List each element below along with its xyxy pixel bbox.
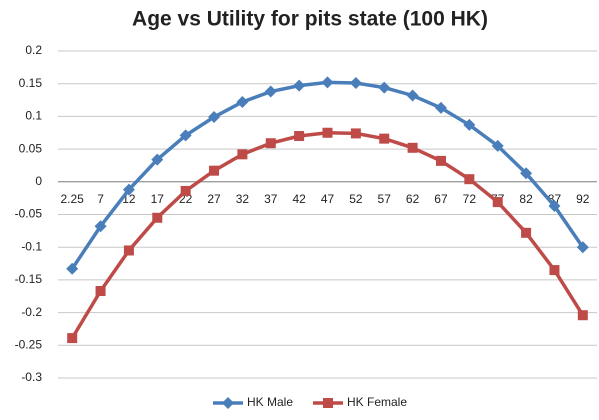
legend-marker xyxy=(222,397,234,409)
y-tick-label: -0.1 xyxy=(21,239,42,253)
x-tick-label: 57 xyxy=(378,192,392,206)
point-marker xyxy=(95,286,106,297)
point-marker xyxy=(293,79,306,92)
point-marker xyxy=(349,77,362,90)
point-marker xyxy=(294,131,305,142)
point-marker xyxy=(151,153,164,166)
y-tick-label: 0 xyxy=(35,174,42,188)
x-tick-label: 42 xyxy=(292,192,306,206)
point-marker xyxy=(179,129,192,142)
point-marker xyxy=(407,142,418,153)
point-marker xyxy=(549,265,560,276)
x-tick-label: 7 xyxy=(97,192,104,206)
point-marker xyxy=(237,149,248,160)
point-marker xyxy=(464,174,475,185)
x-tick-label: 37 xyxy=(264,192,278,206)
point-marker xyxy=(379,133,390,144)
point-marker xyxy=(322,127,333,138)
point-marker xyxy=(406,89,419,102)
point-marker xyxy=(123,245,134,256)
x-tick-label: 27 xyxy=(207,192,221,206)
point-marker xyxy=(463,118,476,131)
series-line xyxy=(70,80,585,270)
point-marker xyxy=(548,199,561,212)
point-marker xyxy=(577,310,588,321)
x-tick-label: 17 xyxy=(151,192,165,206)
x-tick-label: 92 xyxy=(576,192,590,206)
y-tick-label: 0.15 xyxy=(19,76,43,90)
point-marker xyxy=(521,227,532,238)
point-marker xyxy=(152,212,163,223)
point-marker xyxy=(576,241,589,254)
point-marker xyxy=(236,96,249,109)
series-line xyxy=(70,130,585,340)
point-marker xyxy=(434,101,447,114)
y-tick-label: -0.05 xyxy=(15,207,43,221)
point-marker xyxy=(520,167,533,180)
point-marker xyxy=(209,165,220,176)
x-tick-label: 47 xyxy=(321,192,335,206)
legend-label: HK Male xyxy=(247,395,293,409)
point-marker xyxy=(265,138,276,149)
x-tick-label: 52 xyxy=(349,192,363,206)
point-marker xyxy=(378,81,391,94)
point-marker xyxy=(180,185,191,196)
point-marker xyxy=(66,262,79,275)
point-marker xyxy=(208,111,221,124)
point-marker xyxy=(321,76,334,89)
point-marker xyxy=(67,333,78,344)
chart-title: Age vs Utility for pits state (100 HK) xyxy=(132,8,488,31)
x-tick-label: 2.25 xyxy=(61,192,85,206)
point-marker xyxy=(264,85,277,98)
x-tick-label: 82 xyxy=(519,192,533,206)
point-marker xyxy=(491,139,504,152)
x-tick-label: 67 xyxy=(434,192,448,206)
x-tick-label: 62 xyxy=(406,192,420,206)
legend-marker xyxy=(323,398,333,408)
point-marker xyxy=(350,128,361,139)
y-tick-label: -0.2 xyxy=(21,305,42,319)
point-marker xyxy=(122,183,135,196)
x-tick-label: 32 xyxy=(236,192,250,206)
point-marker xyxy=(435,155,446,166)
x-tick-label: 72 xyxy=(463,192,477,206)
point-marker xyxy=(94,220,107,233)
y-tick-label: 0.1 xyxy=(25,109,42,123)
y-tick-label: 0.05 xyxy=(19,141,43,155)
y-tick-label: -0.25 xyxy=(15,337,43,351)
legend-label: HK Female xyxy=(347,395,407,409)
y-tick-label: 0.2 xyxy=(25,43,42,57)
y-tick-label: -0.3 xyxy=(21,370,42,384)
y-tick-label: -0.15 xyxy=(15,272,43,286)
point-marker xyxy=(492,197,503,208)
